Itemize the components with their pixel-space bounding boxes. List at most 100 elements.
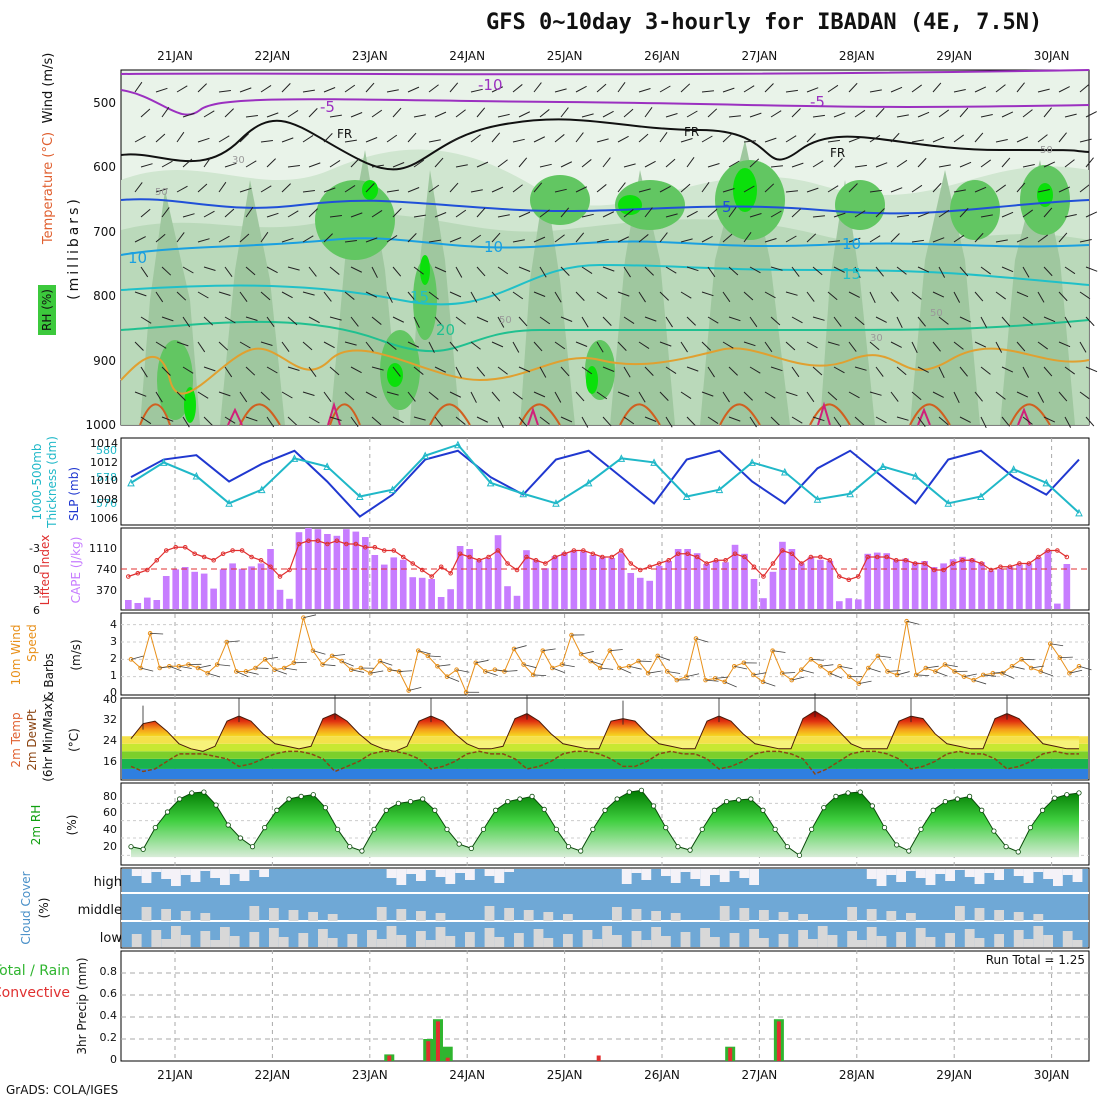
high-cloud-bar — [876, 869, 887, 886]
wind-barb — [938, 109, 950, 118]
wind-barb — [980, 366, 991, 375]
temp-tick-16: 16 — [103, 755, 117, 768]
high-cloud-bar — [465, 869, 475, 880]
wind-barb — [560, 266, 570, 276]
wind-barb — [413, 159, 425, 168]
cape-bar — [892, 559, 900, 609]
low-cloud-bar — [1013, 930, 1024, 947]
wind-barb — [239, 341, 251, 349]
wind-barb — [287, 110, 299, 118]
date-label-bottom: 24JAN — [449, 1068, 485, 1082]
wind-barb — [407, 132, 417, 143]
wind-barb — [1037, 291, 1045, 303]
surface-wind-barb — [906, 620, 920, 625]
contour-label-m5: -5 — [320, 98, 335, 116]
wind-barb — [140, 316, 152, 324]
wind-barb — [497, 159, 508, 168]
wind-barb — [596, 341, 604, 353]
wind-barb — [917, 416, 926, 427]
cape-bar — [911, 562, 919, 609]
wind-barb — [581, 366, 593, 375]
cape-bar — [836, 601, 843, 609]
wind-barb — [581, 316, 589, 328]
surface-wind-barb — [274, 669, 287, 675]
contour-labels: -10 -5 -5 FR FR FR 5 10 10 10 15 15 20 5… — [128, 76, 1053, 344]
wind-barb — [665, 158, 676, 168]
rh-point — [517, 796, 523, 802]
surface-wind-barb — [504, 670, 518, 672]
low-cloud-bar — [798, 930, 808, 947]
surface-wind-barb — [552, 667, 565, 674]
wind-barb — [1085, 316, 1095, 327]
wind-barb — [659, 131, 668, 143]
high-cloud-bar — [984, 869, 995, 873]
surface-wind-barb — [130, 655, 144, 660]
wind-barb — [554, 134, 565, 143]
lifted-index-point — [827, 557, 833, 563]
wind-barb — [512, 341, 520, 353]
surface-wind-barb — [351, 669, 365, 673]
wind-barb — [281, 183, 291, 193]
wind-speed-point — [655, 653, 660, 659]
high-cloud-bar — [1072, 869, 1083, 882]
lifted-index-point — [780, 548, 785, 553]
wind-barb — [344, 240, 357, 243]
wind-barb — [539, 316, 551, 325]
wind-barb — [806, 187, 819, 193]
wind-barb — [827, 84, 839, 93]
wind-speed-point — [377, 658, 383, 664]
wind-barb — [749, 416, 757, 428]
wind-barb — [497, 416, 504, 428]
lifted-index-point — [865, 554, 871, 560]
surface-wind-barb — [1002, 672, 1015, 679]
contour-label-50a: 50 — [155, 187, 168, 198]
wind-barb — [644, 266, 654, 276]
high-cloud-bar — [239, 869, 250, 881]
high-cloud-bar — [925, 869, 936, 885]
li-tick-0: 0 — [33, 563, 40, 576]
wind-barb — [980, 266, 992, 275]
surface-wind-barb — [791, 676, 805, 681]
contour-label-10c: 10 — [842, 235, 861, 253]
wind-barb — [1001, 157, 1011, 168]
cape-bar — [380, 564, 388, 609]
rh-point — [991, 828, 997, 834]
temp-ylabel: 2m Temp 2m DewPt (6hr Min/Max) — [9, 698, 55, 782]
cape-bar — [418, 577, 426, 609]
low-cloud-bar — [915, 928, 926, 947]
surface-wind-barb — [446, 676, 460, 682]
wind-barb — [512, 138, 525, 143]
wind-barb — [617, 341, 627, 351]
middle-cloud-bar — [180, 911, 191, 921]
wind-barb — [155, 133, 166, 143]
high-cloud-bar — [739, 869, 750, 878]
middle-cloud-bar — [631, 909, 642, 921]
wind-barb — [749, 366, 761, 374]
wind-barb — [281, 391, 293, 399]
low-cloud-bar — [1072, 940, 1083, 947]
wind-barb — [743, 341, 756, 347]
low-cloud-bar — [131, 934, 142, 947]
li-tick-m3: -3 — [29, 542, 40, 555]
cape-bar — [162, 576, 170, 609]
wind-barb — [728, 266, 739, 276]
high-cloud-bar — [249, 869, 260, 870]
wind-barb — [1043, 107, 1052, 118]
wind-barb — [266, 158, 276, 168]
convective-bar — [387, 1055, 392, 1061]
temp-band — [122, 758, 1088, 769]
middle-cloud-bar — [200, 913, 211, 921]
date-label-top: 30JAN — [1034, 49, 1070, 63]
li-tick-3: 3 — [33, 584, 40, 597]
svg-text:Convective: Convective — [0, 985, 70, 1001]
temp-band — [122, 768, 1088, 779]
rh-point — [869, 803, 875, 809]
wind-barb — [995, 341, 1003, 353]
rh-point — [578, 848, 584, 854]
lifted-index-point — [258, 557, 264, 563]
lifted-index-point — [761, 574, 766, 579]
surface-wind-barb — [877, 655, 891, 658]
thickness-point — [454, 440, 462, 449]
wind-barb — [266, 316, 275, 328]
contour-label-50b: 50 — [499, 315, 512, 326]
